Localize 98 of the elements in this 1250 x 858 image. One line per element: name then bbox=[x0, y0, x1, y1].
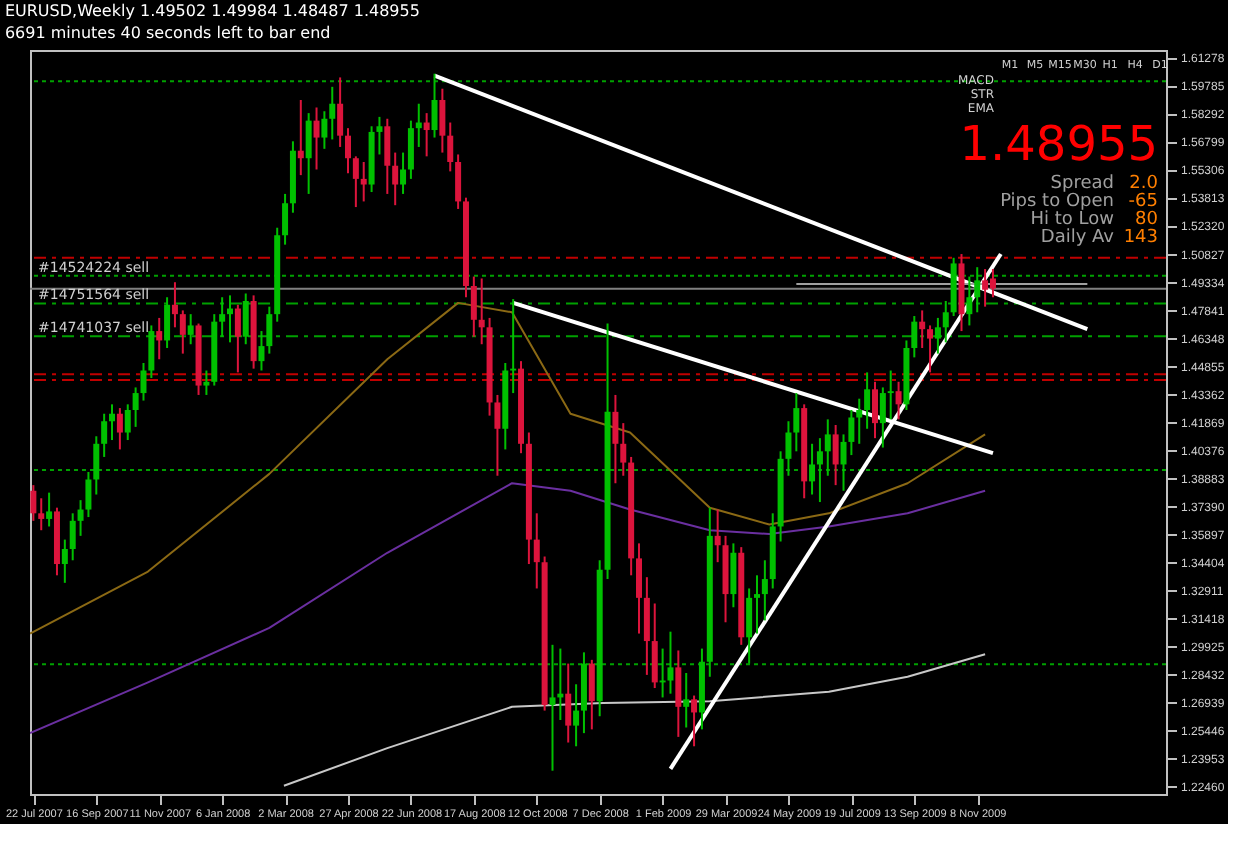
candlestick bbox=[691, 694, 698, 748]
candlestick bbox=[392, 151, 399, 207]
candlestick bbox=[533, 512, 540, 590]
candlestick bbox=[360, 160, 367, 203]
candlestick bbox=[384, 117, 391, 195]
candlestick bbox=[966, 275, 973, 327]
candlestick bbox=[651, 602, 658, 690]
chart-subtitle: 6691 minutes 40 seconds left to bar end bbox=[4, 24, 331, 42]
candlestick bbox=[407, 119, 414, 180]
candlestick bbox=[871, 380, 878, 440]
candlestick bbox=[439, 87, 446, 154]
candlestick bbox=[171, 281, 178, 329]
candlestick bbox=[809, 442, 816, 496]
annotation: 1.48955 bbox=[959, 116, 1158, 172]
candlestick bbox=[612, 393, 619, 485]
candlestick bbox=[911, 315, 918, 359]
candlestick bbox=[879, 386, 886, 449]
candlestick bbox=[927, 324, 934, 374]
candlestick bbox=[258, 330, 265, 372]
candlestick bbox=[148, 324, 155, 380]
candlestick bbox=[620, 422, 627, 477]
candlestick bbox=[116, 407, 123, 451]
annotation: 2.0 bbox=[1129, 174, 1159, 194]
candlestick bbox=[683, 672, 690, 729]
candlestick bbox=[242, 292, 249, 346]
candlestick bbox=[400, 151, 407, 195]
candlestick bbox=[423, 112, 430, 158]
candlestick bbox=[179, 309, 186, 355]
candlestick bbox=[974, 266, 981, 314]
candlestick bbox=[565, 662, 572, 744]
candlestick bbox=[573, 683, 580, 748]
chart-title: EURUSD,Weekly 1.49502 1.49984 1.48487 1.48955 bbox=[4, 2, 420, 20]
candlestick bbox=[816, 437, 823, 504]
candlestick bbox=[714, 508, 721, 564]
candlestick bbox=[730, 542, 737, 609]
candlestick bbox=[234, 303, 241, 374]
candlestick bbox=[164, 296, 171, 349]
annotation: -65 bbox=[1128, 192, 1158, 212]
candlestick bbox=[478, 277, 485, 346]
candlestick bbox=[156, 316, 163, 361]
candlestick bbox=[989, 268, 996, 299]
candlestick bbox=[643, 576, 650, 676]
candlestick bbox=[580, 651, 587, 735]
candlestick bbox=[675, 649, 682, 738]
candlestick bbox=[934, 316, 941, 355]
candlestick bbox=[864, 371, 871, 430]
candlestick bbox=[46, 491, 53, 528]
candlestick bbox=[61, 538, 68, 584]
candlestick bbox=[455, 153, 462, 210]
candlestick bbox=[431, 72, 438, 139]
candlestick bbox=[667, 630, 674, 695]
candlestick bbox=[109, 403, 116, 442]
candlestick bbox=[942, 300, 949, 344]
candlestick bbox=[470, 275, 477, 338]
annotation: 80 bbox=[1135, 210, 1159, 230]
candlestick bbox=[124, 403, 131, 442]
annotation: Pips to Open bbox=[1000, 192, 1114, 212]
candlestick bbox=[219, 296, 226, 338]
candlestick bbox=[352, 155, 359, 209]
annotation: Spread bbox=[1050, 174, 1114, 194]
candlestick bbox=[824, 418, 831, 477]
line-series bbox=[30, 301, 987, 635]
candlestick bbox=[101, 412, 108, 458]
candlestick bbox=[337, 76, 344, 148]
candlestick bbox=[982, 268, 989, 308]
candlestick bbox=[549, 643, 556, 772]
candlestick bbox=[895, 380, 902, 421]
candlestick bbox=[203, 369, 210, 396]
candlestick bbox=[282, 192, 289, 246]
candlestick bbox=[313, 106, 320, 171]
annotation: Hi to Low bbox=[1030, 210, 1114, 230]
line-series bbox=[282, 653, 987, 787]
candlestick bbox=[30, 484, 37, 522]
candlestick bbox=[856, 397, 863, 445]
candlestick bbox=[69, 512, 76, 562]
line-series bbox=[30, 482, 987, 735]
candlestick bbox=[93, 435, 100, 496]
candlestick bbox=[266, 305, 273, 355]
candlestick bbox=[636, 542, 643, 635]
annotation: 143 bbox=[1123, 228, 1158, 248]
candlestick bbox=[321, 110, 328, 150]
candlestick bbox=[793, 392, 800, 453]
candlestick bbox=[588, 658, 595, 731]
candlestick bbox=[510, 298, 517, 395]
candlestick bbox=[329, 85, 336, 141]
candlestick bbox=[187, 313, 194, 346]
candlestick bbox=[746, 587, 753, 665]
candlestick bbox=[297, 98, 304, 177]
candlestick bbox=[887, 369, 894, 421]
candlestick bbox=[832, 424, 839, 487]
candlestick bbox=[754, 574, 760, 635]
candlestick bbox=[447, 121, 454, 173]
candlestick bbox=[305, 112, 312, 195]
candlestick bbox=[38, 497, 45, 532]
candlestick bbox=[344, 127, 351, 175]
candlestick bbox=[919, 309, 926, 349]
candlestick bbox=[761, 559, 768, 622]
annotation: Daily Av bbox=[1040, 228, 1116, 248]
